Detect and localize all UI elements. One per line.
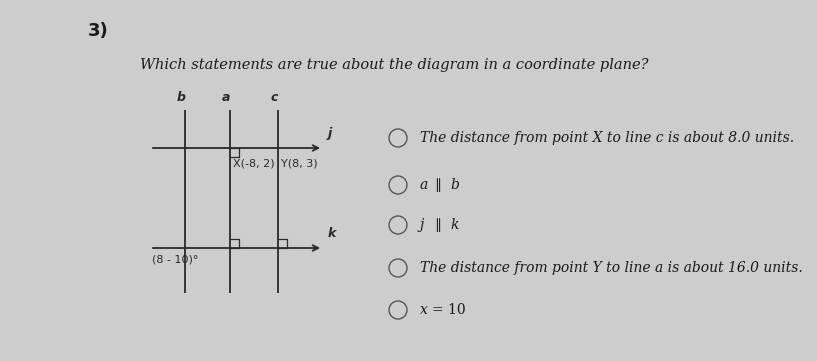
Text: X(-8, 2): X(-8, 2) xyxy=(233,158,275,168)
Text: x: x xyxy=(420,303,428,317)
Text: The distance from point Y to line a is about 16.0 units.: The distance from point Y to line a is a… xyxy=(420,261,803,275)
Text: a: a xyxy=(221,91,230,104)
Text: k: k xyxy=(328,227,337,240)
Text: (8 - 10)°: (8 - 10)° xyxy=(152,254,199,264)
Text: ∥: ∥ xyxy=(434,218,441,232)
Text: a: a xyxy=(420,178,428,192)
Text: Y(8, 3): Y(8, 3) xyxy=(281,158,318,168)
Text: ∥: ∥ xyxy=(434,178,441,192)
Text: k: k xyxy=(450,218,458,232)
Text: Which statements are true about the diagram in a coordinate plane?: Which statements are true about the diag… xyxy=(140,58,649,72)
Text: = 10: = 10 xyxy=(432,303,466,317)
Text: j: j xyxy=(328,127,333,140)
Text: The distance from point X to line c is about 8.0 units.: The distance from point X to line c is a… xyxy=(420,131,794,145)
Text: b: b xyxy=(176,91,185,104)
Text: 3): 3) xyxy=(88,22,109,40)
Text: c: c xyxy=(270,91,278,104)
Text: j: j xyxy=(420,218,424,232)
Text: b: b xyxy=(450,178,459,192)
